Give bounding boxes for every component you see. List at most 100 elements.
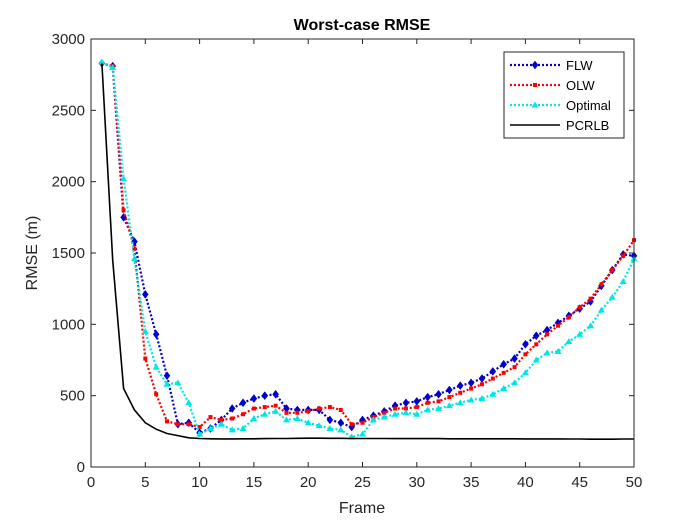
data-point [523, 352, 528, 357]
data-point [272, 407, 280, 414]
data-point [369, 416, 377, 423]
data-point [413, 410, 421, 417]
legend-box [503, 51, 625, 139]
data-point [479, 382, 484, 387]
y-tick-label: 500 [60, 388, 85, 405]
data-point [293, 414, 301, 421]
series-pcrlb [101, 63, 634, 441]
data-point [239, 398, 247, 408]
data-point [262, 405, 267, 410]
data-point [250, 414, 258, 421]
data-point [446, 385, 453, 395]
data-point [621, 253, 626, 258]
data-point [599, 282, 604, 287]
data-point [587, 322, 595, 329]
series-layer [98, 58, 638, 441]
data-point [196, 430, 204, 437]
chart-title: Worst-case RMSE [294, 17, 431, 34]
data-point [98, 58, 106, 65]
x-tick-label: 50 [626, 474, 643, 491]
data-point [566, 315, 571, 320]
series-optimal [98, 58, 638, 440]
data-point [588, 296, 593, 301]
x-tick-label: 20 [300, 474, 317, 491]
data-point [402, 409, 410, 416]
data-point [489, 366, 497, 376]
data-point [304, 419, 312, 426]
data-point [228, 426, 236, 433]
data-point [501, 370, 506, 375]
data-point [219, 417, 224, 422]
data-point [619, 278, 627, 285]
data-point [534, 342, 539, 347]
data-point [154, 392, 159, 397]
data-point [489, 390, 497, 397]
legend-item-olw: OLW [510, 78, 595, 93]
x-tick-label: 5 [141, 474, 149, 491]
data-point [228, 404, 236, 413]
data-point [261, 391, 269, 401]
data-point [435, 405, 443, 412]
data-point [163, 380, 171, 387]
data-point [478, 395, 486, 402]
data-point [185, 399, 193, 406]
axes-layer: 0 5 10 15 20 25 30 35 40 45 5005001000150020002500… [52, 31, 643, 491]
data-point [272, 389, 279, 399]
data-point [532, 356, 540, 363]
x-axis-label: Frame [339, 500, 385, 517]
data-point [436, 399, 441, 404]
data-point [458, 390, 463, 395]
data-point [208, 415, 213, 420]
data-point [327, 405, 332, 410]
data-point [326, 424, 334, 431]
data-point [141, 327, 149, 334]
data-point [338, 407, 343, 412]
data-point [456, 399, 464, 406]
legend-label: OLW [566, 78, 595, 93]
legend: FLW OLW Optimal PCRLB [503, 51, 625, 139]
data-point [261, 410, 269, 417]
legend-label: FLW [566, 58, 593, 73]
data-point [109, 64, 117, 71]
data-point [403, 406, 408, 411]
x-tick-label: 15 [246, 474, 263, 491]
legend-item-optimal: Optimal [510, 98, 611, 113]
y-tick-label: 0 [77, 459, 85, 476]
data-point [469, 386, 474, 391]
data-point [360, 420, 365, 425]
legend-marker [531, 101, 539, 108]
data-point [500, 385, 508, 392]
data-point [250, 394, 258, 403]
data-point [175, 422, 180, 427]
x-tick-label: 45 [571, 474, 588, 491]
data-point [295, 410, 300, 415]
y-tick-label: 2500 [52, 102, 85, 119]
data-point [121, 208, 126, 213]
data-point [241, 412, 246, 417]
data-point [424, 406, 432, 413]
data-point [382, 410, 387, 415]
data-point [132, 246, 137, 251]
data-point [522, 339, 529, 349]
data-point [284, 410, 289, 415]
x-tick-label: 35 [463, 474, 480, 491]
x-tick-label: 30 [408, 474, 425, 491]
data-point [532, 331, 540, 341]
x-tick-label: 25 [354, 474, 371, 491]
data-point [120, 175, 128, 182]
y-tick-label: 2000 [52, 174, 85, 191]
data-point [230, 416, 235, 421]
data-point [130, 255, 138, 262]
data-point [273, 403, 278, 408]
legend-item-pcrlb: PCRLB [510, 118, 609, 133]
y-tick-label: 1000 [52, 316, 85, 333]
x-tick-label: 40 [517, 474, 534, 491]
data-point [435, 389, 442, 399]
x-tick-label: 0 [87, 474, 95, 491]
data-point [359, 430, 366, 437]
data-point [521, 369, 529, 376]
data-point [467, 396, 475, 403]
data-point [251, 406, 256, 411]
data-point [143, 356, 148, 361]
